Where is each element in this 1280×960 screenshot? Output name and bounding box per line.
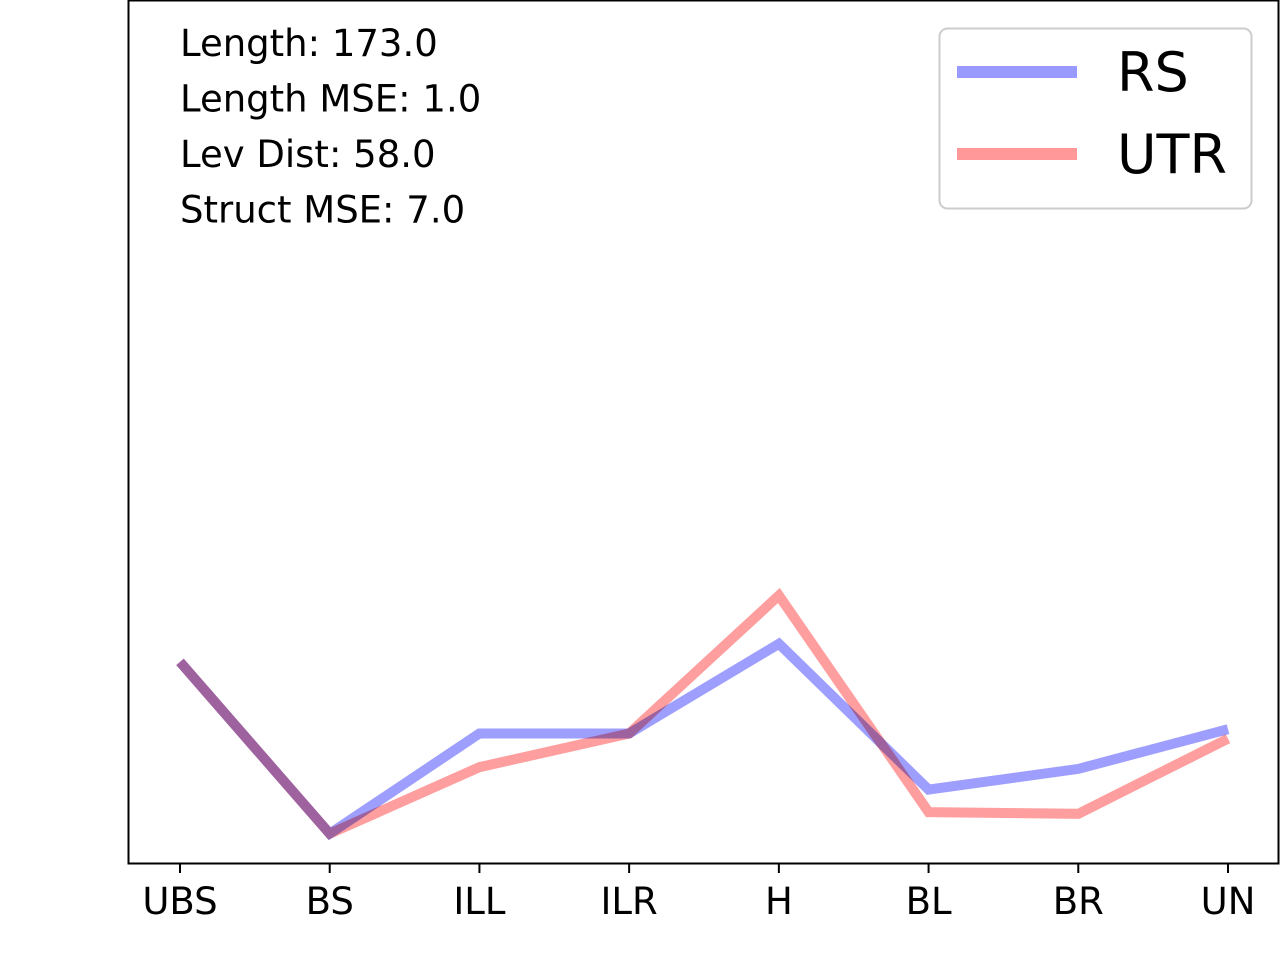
series-line-rs: [176, 637, 1230, 841]
legend-label-rs: RS: [1117, 41, 1189, 104]
plot-frame: [127, 0, 1280, 865]
x-tick-label: ILL: [453, 880, 506, 923]
x-tick-label: UN: [1201, 880, 1256, 923]
x-tick-label: H: [765, 880, 793, 923]
series-layer: [176, 587, 1231, 841]
stat-line: Length: 173.0: [180, 22, 438, 65]
axes-layer: [127, 0, 1280, 865]
stat-line: Struct MSE: 7.0: [180, 189, 465, 232]
stat-line: Lev Dist: 58.0: [180, 133, 436, 176]
x-tick-label: BS: [306, 880, 354, 923]
legend: RS UTR: [938, 27, 1253, 210]
stats-annotation: Length: 173.0 Length MSE: 1.0 Lev Dist: 58…: [180, 22, 481, 232]
x-tick-label: ILR: [601, 880, 658, 923]
stat-line: Length MSE: 1.0: [180, 78, 481, 121]
legend-label-utr: UTR: [1117, 123, 1227, 186]
x-tick-label: UBS: [142, 880, 217, 923]
series-line-utr: [176, 587, 1231, 840]
x-tick-label: BR: [1053, 880, 1104, 923]
x-tick-label: BL: [906, 880, 952, 923]
x-axis-ticks: UBS BS ILL ILR H BL BR UN: [142, 863, 1255, 923]
